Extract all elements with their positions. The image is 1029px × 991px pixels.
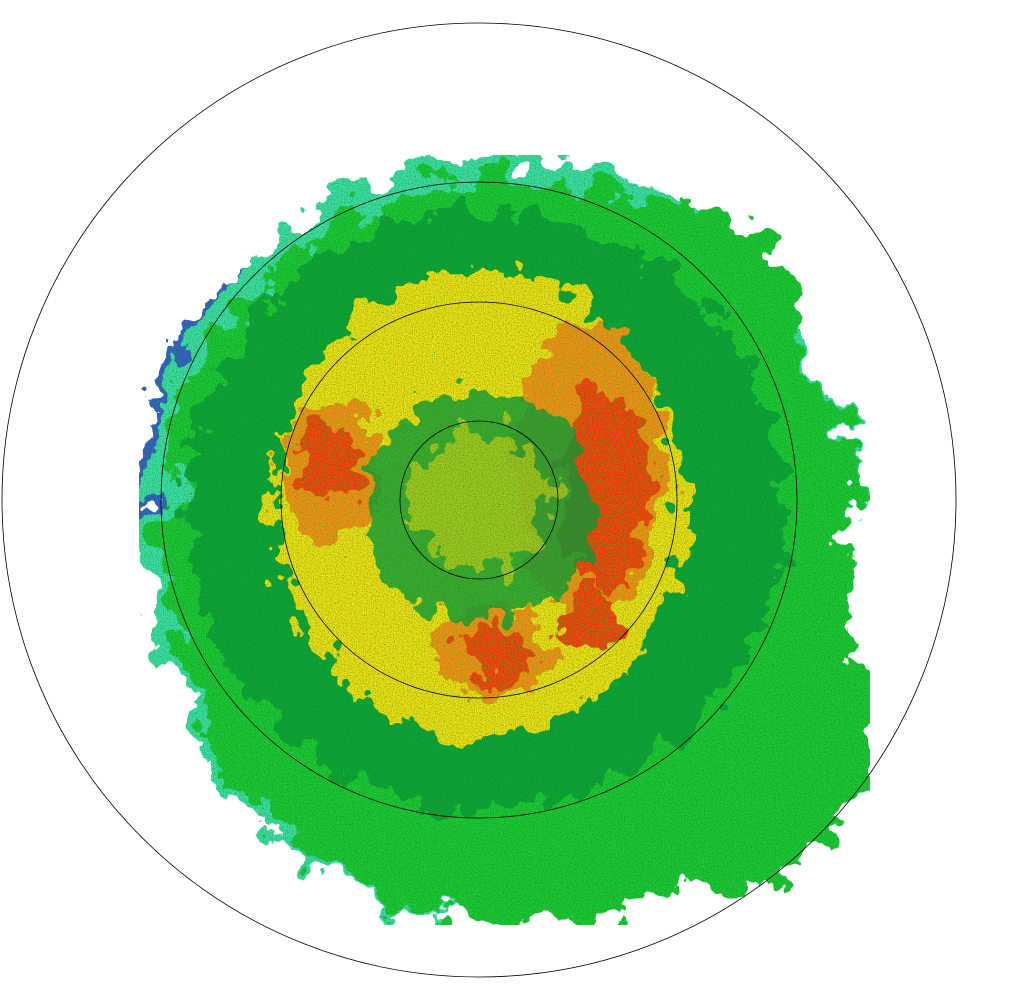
echo-red-south — [460, 627, 530, 683]
echo-red-se — [560, 590, 620, 650]
echo-field — [139, 155, 870, 925]
range-rings — [1, 22, 957, 978]
echo-red-west — [300, 420, 360, 500]
range-ring — [160, 181, 798, 819]
range-ring — [1, 22, 957, 978]
range-ring — [399, 420, 559, 580]
echo-core-yellow — [409, 430, 549, 570]
range-ring — [280, 301, 678, 699]
